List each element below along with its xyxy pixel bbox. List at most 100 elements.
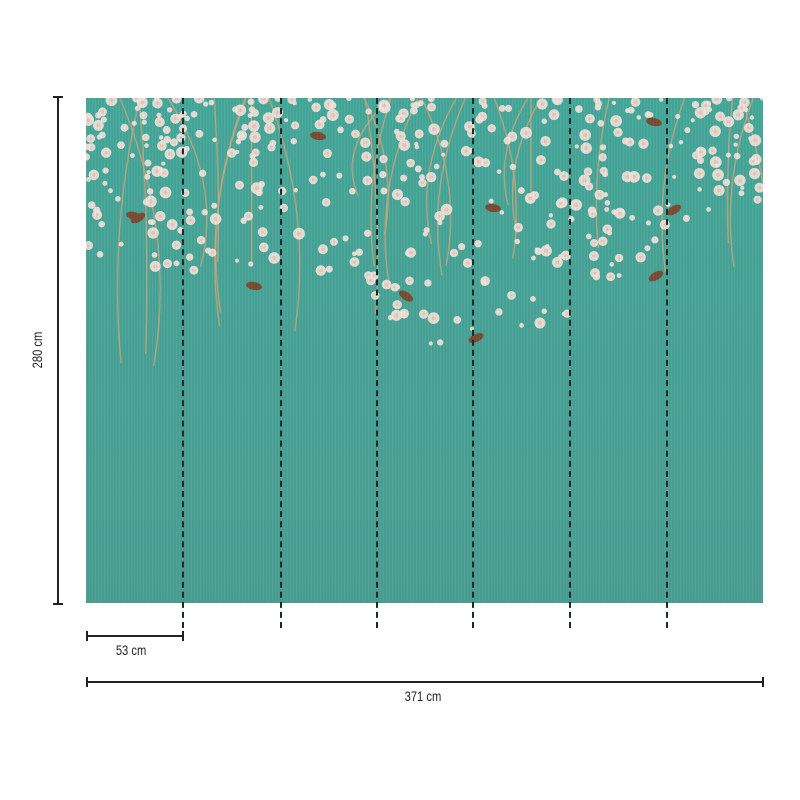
blossom-center [601,155,605,159]
blossom-center [395,303,399,307]
blossom-center [172,141,176,144]
blossom [675,113,681,120]
blossom [593,98,601,103]
blossom [609,262,615,267]
blossom [738,190,745,197]
blossom [428,341,433,346]
blossom-center [199,238,203,242]
blossom [611,100,617,106]
blossom [414,144,420,150]
blossom-center [602,169,606,173]
blossom [648,112,654,118]
panel-seam-3 [376,98,378,628]
blossom [433,163,440,170]
blossom [636,115,642,120]
blossom [355,248,363,256]
blossom [149,219,156,226]
blossom-center [91,173,96,177]
blossom [158,135,164,140]
blossom [594,104,602,111]
blossom-center [173,116,178,121]
blossom [86,143,91,151]
blossom-center [713,129,718,134]
bird [648,270,664,282]
blossom [440,139,449,148]
blossom [711,98,723,105]
blossom-center [737,178,742,183]
blossom [364,229,372,237]
blossom [682,214,690,222]
blossom-center [601,239,605,243]
blossom-center [523,130,529,135]
linen-texture [86,98,763,603]
blossom-center [432,127,437,132]
blossom [552,98,561,104]
branch [425,98,458,245]
blossom-center [170,222,175,227]
height-dimension-cap-top [53,96,63,98]
blossom-center [296,231,302,236]
blossom [410,106,418,115]
blossom-center [318,268,323,273]
blossom-center [213,216,218,221]
blossom-center [592,241,596,245]
blossom [162,126,171,134]
blossom-center [429,175,433,180]
blossom [702,108,710,116]
blossom [424,279,432,287]
blossom-center [747,126,751,130]
blossom-center [444,207,449,212]
blossom-center [592,254,596,258]
blossom-center [254,186,259,191]
blossom [733,142,738,147]
blossom-center [452,251,456,255]
blossom-center [756,198,759,202]
blossom [86,177,91,182]
blossom [337,126,344,134]
blossom [186,208,194,216]
blossom [475,115,484,124]
blossom-center [160,144,164,148]
blossom [161,161,166,166]
blossom-center [584,146,589,151]
blossom-center [490,126,494,130]
blossom-center [656,208,660,213]
blossom-center [165,262,170,266]
blossom-center [373,293,377,297]
panel-seam-4 [472,98,474,628]
blossom [201,209,208,216]
blossom-center [353,132,357,136]
blossom-center [417,132,421,136]
blossom [292,100,297,106]
branch [213,98,247,327]
blossom [325,265,333,273]
blossom-center [704,103,708,108]
blossom [706,207,711,212]
blossom-center [633,100,638,104]
blossom-center [86,118,91,123]
blossom [177,113,183,119]
panel-seam-5 [569,98,571,628]
blossom-center [751,159,755,163]
blossom [644,245,651,252]
blossom [173,260,180,267]
blossom-center [586,170,590,174]
blossom [146,188,154,195]
blossom-center [614,118,619,124]
blossom-center [757,185,762,190]
bird [666,204,682,216]
blossom [410,102,416,108]
blossom-center [325,151,329,156]
blossom [346,98,352,102]
blossom [495,308,503,316]
blossom-center [467,124,472,129]
blossom-center [420,181,424,185]
blossom-center [275,110,280,115]
blossom-center [364,154,369,159]
blossom [759,98,763,101]
blossom [498,105,506,112]
blossom [251,109,259,117]
height-label: 280 cm [28,331,45,369]
branch [595,98,610,249]
blossom [606,230,613,236]
